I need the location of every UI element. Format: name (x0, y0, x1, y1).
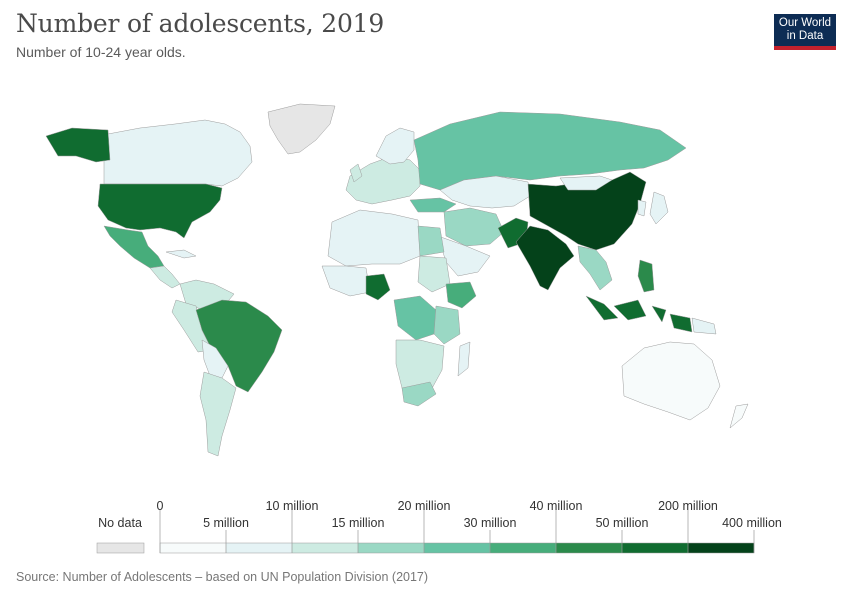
country-cuba[interactable] (165, 249, 197, 259)
legend-label-40-million: 40 million (530, 499, 583, 513)
owid-logo[interactable]: Our World in Data (774, 14, 836, 50)
logo-line-1: Our World (778, 17, 832, 29)
country-north-africa[interactable] (327, 209, 421, 267)
country-mongolia[interactable] (559, 175, 613, 191)
country-alaska[interactable] (45, 127, 111, 163)
legend-bin-1 (226, 543, 292, 553)
country-russia[interactable] (413, 111, 687, 191)
country-indonesia[interactable] (585, 295, 693, 333)
country-philippines[interactable] (637, 259, 655, 293)
country-south-africa[interactable] (401, 381, 437, 407)
legend-bin-3 (358, 543, 424, 553)
country-india[interactable] (515, 225, 575, 291)
country-madagascar[interactable] (457, 341, 471, 377)
country-sudan[interactable] (417, 255, 451, 293)
world-map[interactable] (0, 95, 850, 475)
country-central-africa[interactable] (393, 295, 437, 341)
chart-title: Number of adolescents, 2019 (16, 9, 385, 38)
legend-label-15-million: 15 million (332, 516, 385, 530)
country-greenland[interactable] (267, 103, 336, 155)
country-korea[interactable] (637, 199, 647, 217)
legend-no-data-swatch (96, 542, 145, 554)
source-note: Source: Number of Adolescents – based on… (16, 570, 429, 584)
legend-bins (159, 542, 755, 554)
country-japan[interactable] (649, 191, 669, 225)
country-nigeria[interactable] (365, 273, 391, 301)
legend-label-30-million: 30 million (464, 516, 517, 530)
country-australia[interactable] (621, 341, 721, 421)
country-canada[interactable] (103, 119, 253, 187)
country-mexico[interactable] (103, 225, 165, 269)
logo-line-2: in Data (786, 30, 824, 42)
legend-label-400-million: 400 million (722, 516, 782, 530)
country-west-africa[interactable] (321, 265, 371, 297)
country-scandinavia[interactable] (375, 127, 415, 165)
legend-label-20-million: 20 million (398, 499, 451, 513)
country-east-africa[interactable] (433, 305, 461, 345)
country-europe[interactable] (345, 155, 421, 205)
legend-label-200-million: 200 million (658, 499, 718, 513)
legend-bin-7 (622, 543, 688, 553)
legend-bin-8 (688, 543, 754, 553)
country-turkey[interactable] (409, 197, 457, 213)
country-middle-east[interactable] (443, 207, 505, 247)
country-ethiopia[interactable] (445, 281, 477, 309)
country-central-asia[interactable] (439, 175, 531, 209)
country-central-america[interactable] (149, 265, 181, 289)
legend-label-50-million: 50 million (596, 516, 649, 530)
color-legend: No data 0 10 million 20 million 40 milli… (96, 499, 782, 554)
legend-label-0: 0 (157, 499, 164, 513)
legend-bin-6 (556, 543, 622, 553)
legend-ticks (159, 510, 755, 553)
chart-subtitle: Number of 10-24 year olds. (16, 44, 186, 60)
legend-bin-5 (490, 543, 556, 553)
legend-label-5-million: 5 million (203, 516, 249, 530)
country-usa[interactable] (97, 183, 223, 239)
country-new-zealand[interactable] (729, 403, 749, 429)
legend-label-10-million: 10 million (266, 499, 319, 513)
legend-bin-4 (424, 543, 490, 553)
legend-bin-0 (160, 543, 226, 553)
country-southeast-asia[interactable] (577, 245, 613, 291)
country-papua[interactable] (691, 317, 717, 335)
country-egypt[interactable] (417, 225, 445, 257)
legend-bin-2 (292, 543, 358, 553)
country-argentina[interactable] (199, 371, 237, 457)
country-uk[interactable] (349, 163, 363, 183)
legend-no-data-label: No data (98, 516, 142, 530)
